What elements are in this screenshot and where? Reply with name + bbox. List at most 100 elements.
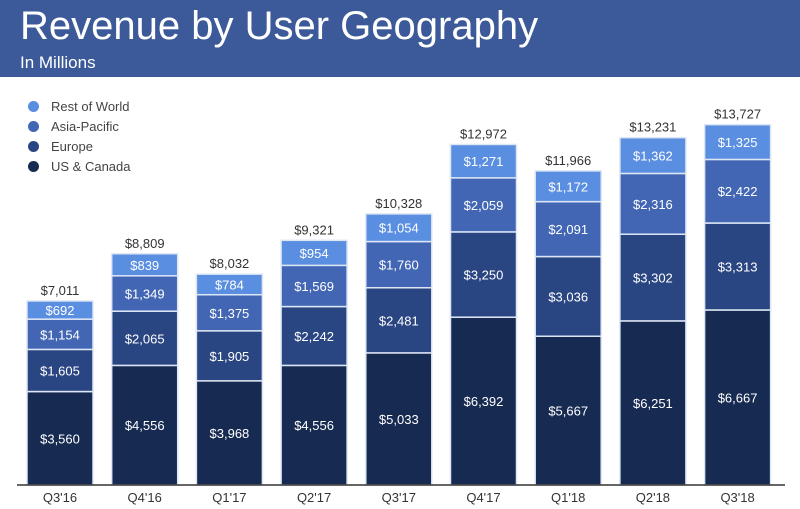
data-label: $3,968 <box>210 426 250 441</box>
x-tick-label: Q3'17 <box>382 490 416 505</box>
total-label: $10,328 <box>375 196 422 211</box>
bar-segment <box>26 348 94 393</box>
data-label: $4,556 <box>125 418 165 433</box>
bar-segment <box>110 364 179 486</box>
data-label: $5,033 <box>379 412 419 427</box>
data-label: $2,422 <box>718 184 758 199</box>
data-label: $784 <box>215 277 244 292</box>
bar-segment <box>703 123 772 161</box>
total-label: $7,011 <box>41 283 80 298</box>
bar-segment <box>365 352 433 486</box>
legend-item: Europe <box>28 136 131 156</box>
bar-segment <box>449 316 518 486</box>
data-label: $1,605 <box>40 363 80 378</box>
total-label: $11,966 <box>545 153 591 168</box>
bar-segment <box>110 253 179 277</box>
bar-segment <box>280 264 348 308</box>
data-label: $3,560 <box>40 431 80 446</box>
data-label: $2,065 <box>125 331 165 346</box>
x-tick-label: Q4'17 <box>466 490 500 505</box>
total-label: $13,231 <box>629 120 676 135</box>
data-label: $5,667 <box>548 404 588 419</box>
bar-segment <box>449 143 518 179</box>
data-label: $1,172 <box>548 179 588 194</box>
bar-segment <box>703 158 772 224</box>
chart-title: Revenue by User Geography <box>20 4 539 48</box>
legend-swatch <box>28 140 39 152</box>
bar-segment <box>365 213 433 243</box>
bar-segment <box>619 320 687 486</box>
data-label: $1,349 <box>125 286 165 301</box>
x-tick-label: Q1'18 <box>551 490 585 505</box>
data-label: $1,760 <box>379 258 419 273</box>
total-label: $9,321 <box>294 222 334 237</box>
legend-item: Rest of World <box>28 96 131 116</box>
total-label: $12,972 <box>460 126 507 141</box>
data-label: $3,302 <box>633 271 673 286</box>
bar-segment <box>619 172 687 235</box>
data-label: $1,375 <box>210 306 250 321</box>
data-label: $2,481 <box>379 313 419 328</box>
legend-label: Europe <box>51 138 93 154</box>
data-label: $1,569 <box>294 279 334 294</box>
bar-segment <box>449 231 518 318</box>
bar-segment <box>534 170 602 203</box>
data-label: $2,059 <box>464 198 504 213</box>
legend: Rest of World Asia-Pacific Europe US & Cana… <box>28 96 131 176</box>
legend-label: US & Canada <box>51 158 131 174</box>
x-tick-label: Q2'17 <box>297 490 331 505</box>
bar-segment <box>619 136 687 175</box>
bar-segment <box>195 330 264 382</box>
legend-item: US & Canada <box>28 156 131 176</box>
bar-segment <box>280 305 348 367</box>
data-label: $2,242 <box>294 329 334 344</box>
x-tick-label: Q1'17 <box>212 490 246 505</box>
bar-segment <box>195 273 264 296</box>
legend-swatch <box>28 120 39 132</box>
legend-label: Asia-Pacific <box>51 118 119 134</box>
data-label: $3,036 <box>548 289 588 304</box>
data-label: $954 <box>300 246 329 261</box>
data-label: $4,556 <box>294 418 334 433</box>
data-label: $6,667 <box>718 390 758 405</box>
data-label: $1,271 <box>464 154 504 169</box>
bar-segment <box>619 233 687 322</box>
total-label: $8,809 <box>125 236 165 251</box>
x-tick-label: Q3'18 <box>720 490 754 505</box>
data-label: $6,251 <box>633 396 673 411</box>
legend-swatch <box>28 160 39 172</box>
data-label: $1,362 <box>633 149 673 164</box>
bar-segment <box>110 275 179 312</box>
bar-segment <box>534 255 602 337</box>
data-label: $2,316 <box>633 197 673 212</box>
legend-swatch <box>28 100 39 112</box>
legend-item: Asia-Pacific <box>28 116 131 136</box>
bar-segment <box>534 200 602 258</box>
data-label: $1,154 <box>40 327 80 342</box>
bar-segment <box>365 287 433 354</box>
bar-segment <box>110 310 179 367</box>
data-label: $1,054 <box>379 221 419 236</box>
total-label: $8,032 <box>210 256 250 271</box>
data-label: $6,392 <box>464 394 504 409</box>
data-label: $1,325 <box>718 135 758 150</box>
legend-label: Rest of World <box>51 98 130 114</box>
x-tick-label: Q2'18 <box>636 490 670 505</box>
bar-segment <box>195 380 264 486</box>
header-banner: Revenue by User Geography In Millions <box>0 0 800 77</box>
x-tick-label: Q3'16 <box>43 490 77 505</box>
bar-segment <box>703 309 772 486</box>
data-label: $839 <box>130 258 159 273</box>
bar-segment <box>26 300 94 320</box>
data-label: $3,313 <box>718 260 758 275</box>
data-label: $2,091 <box>548 222 588 237</box>
bar-segment <box>26 318 94 351</box>
total-label: $13,727 <box>714 107 761 122</box>
chart-subtitle: In Millions <box>20 53 96 72</box>
data-label: $1,905 <box>210 349 250 364</box>
bar-segment <box>26 390 94 486</box>
bar-segment <box>280 239 348 267</box>
x-tick-label: Q4'16 <box>128 490 162 505</box>
data-label: $692 <box>46 303 75 318</box>
